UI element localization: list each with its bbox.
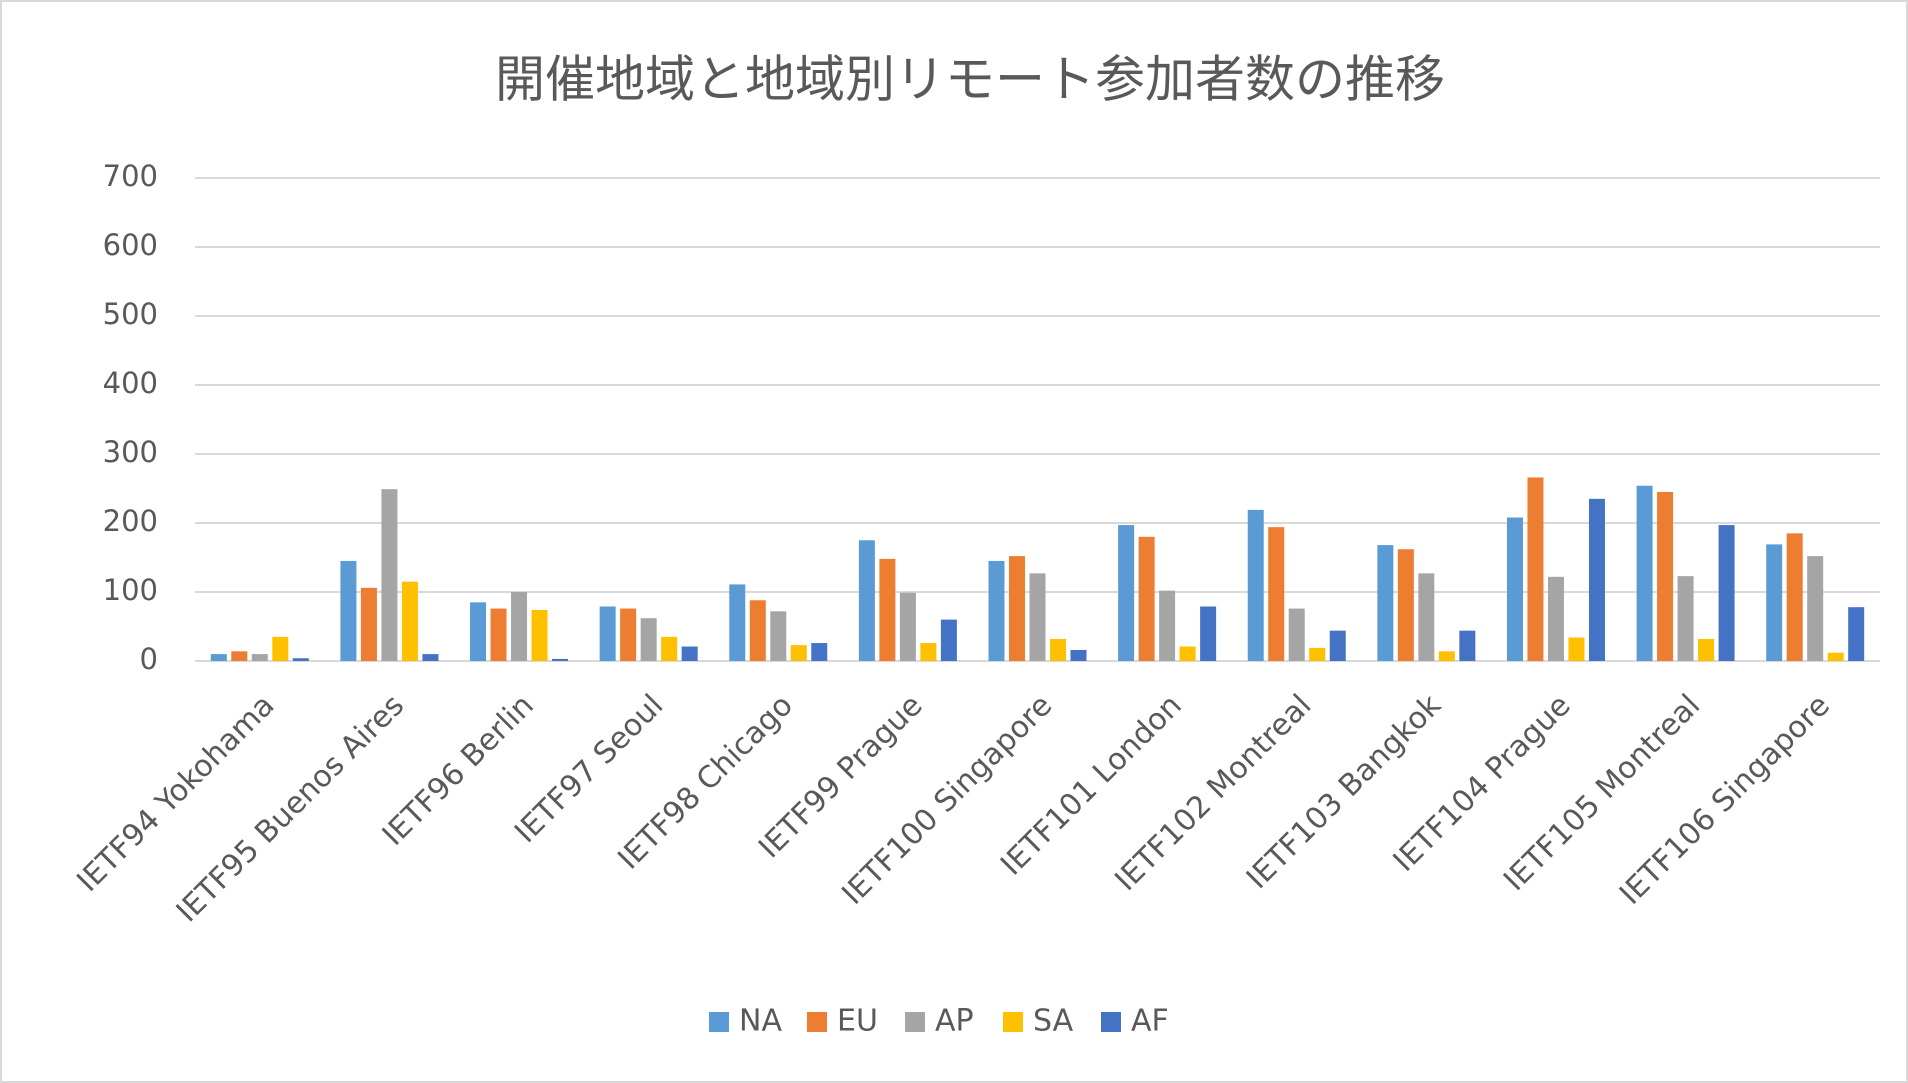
bar [1179, 646, 1196, 661]
bar [1377, 545, 1394, 661]
bar [599, 606, 616, 661]
legend-swatch [807, 1012, 827, 1032]
bar [770, 611, 787, 661]
y-tick-label: 400 [103, 366, 158, 400]
bar [1029, 573, 1046, 661]
bar [1568, 637, 1585, 661]
legend-swatch [1003, 1012, 1023, 1032]
bar [879, 558, 896, 661]
legend-label: AP [935, 1004, 974, 1039]
bar [1698, 638, 1715, 661]
bar [858, 540, 875, 661]
y-tick-label: 600 [103, 228, 158, 262]
bar [749, 600, 766, 661]
bar [1247, 509, 1264, 661]
bar [1807, 556, 1824, 661]
bar [899, 592, 916, 661]
bar [1268, 527, 1285, 661]
bar [292, 658, 309, 661]
bar [1459, 630, 1476, 661]
bar [640, 618, 657, 661]
bar [1418, 573, 1435, 661]
bar [1159, 590, 1176, 661]
bar [552, 658, 569, 661]
bar [988, 560, 1005, 661]
legend-label: EU [837, 1004, 878, 1039]
legend-label: AF [1131, 1004, 1169, 1039]
y-tick-label: 300 [103, 435, 158, 469]
legend-label: SA [1033, 1004, 1074, 1039]
bar [1677, 576, 1694, 661]
legend-swatch [1101, 1012, 1121, 1032]
bar [1050, 638, 1066, 661]
bar [940, 619, 957, 661]
legend-swatch [709, 1012, 729, 1032]
bar [1657, 491, 1674, 661]
bar [210, 654, 227, 661]
bar [1766, 544, 1783, 661]
y-tick-label: 500 [103, 297, 158, 331]
bar [470, 602, 487, 661]
y-tick-label: 0 [140, 642, 158, 676]
bar [1636, 485, 1653, 661]
bar [1288, 608, 1305, 661]
bar [401, 581, 418, 661]
bar [1309, 647, 1326, 661]
bar [340, 560, 357, 661]
bar [360, 587, 377, 661]
bar [511, 592, 528, 661]
bar [1827, 652, 1844, 661]
bar [1588, 498, 1605, 661]
bar [1718, 525, 1735, 661]
y-tick-label: 100 [103, 573, 158, 607]
bar [1527, 477, 1544, 661]
bar [531, 609, 548, 661]
bar [1329, 630, 1346, 661]
bar [1070, 649, 1087, 661]
bar [1848, 607, 1865, 661]
bar [1397, 549, 1414, 661]
bar [790, 645, 807, 661]
bar [251, 654, 268, 661]
bar [620, 608, 637, 661]
bar [811, 643, 828, 661]
legend-label: NA [739, 1004, 782, 1039]
bar [1438, 651, 1455, 661]
bar [1200, 606, 1217, 661]
bar [381, 489, 398, 661]
bar [231, 651, 248, 661]
bar [1547, 576, 1564, 661]
bar [490, 608, 507, 661]
bar [272, 636, 289, 661]
bar [1009, 556, 1025, 661]
bar [1506, 517, 1523, 661]
bar [681, 646, 698, 661]
bar [1118, 525, 1135, 661]
bar [920, 643, 937, 661]
bar [1138, 536, 1155, 661]
chart-title: 開催地域と地域別リモート参加者数の推移 [495, 51, 1445, 109]
legend-swatch [905, 1012, 925, 1032]
bar [729, 584, 746, 661]
bar [422, 654, 439, 661]
y-tick-label: 200 [103, 504, 158, 538]
bar [1786, 533, 1803, 661]
bar [661, 636, 678, 661]
y-tick-label: 700 [103, 159, 158, 193]
